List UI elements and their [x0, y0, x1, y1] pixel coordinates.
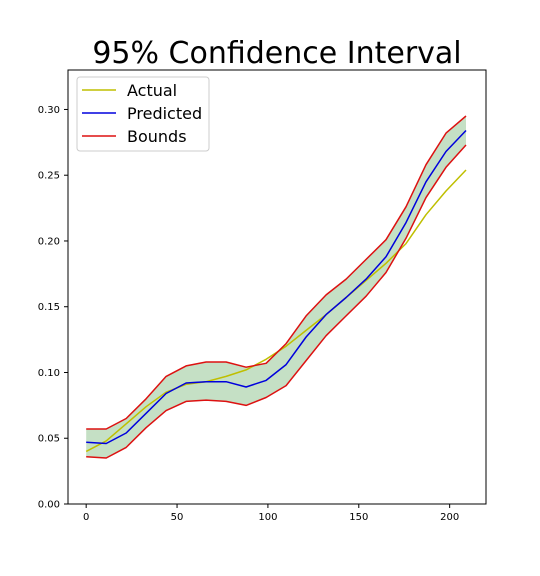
x-axis: 0 50 100 150 200: [83, 504, 459, 523]
plot-frame: [67, 69, 487, 505]
predicted-line: [86, 129, 467, 445]
legend-actual-label: Actual: [127, 81, 177, 100]
legend-bounds-label: Bounds: [127, 127, 187, 146]
x-tick-label: 150: [349, 512, 368, 523]
confidence-band: [86, 116, 466, 458]
lower-bound-line: [86, 144, 467, 459]
y-tick-label: 0.30: [38, 105, 60, 116]
y-tick-label: 0.20: [38, 236, 60, 247]
x-tick-label: 200: [440, 512, 459, 523]
legend-box: [76, 76, 210, 152]
y-tick-label: 0.15: [38, 302, 60, 313]
legend-predicted-label: Predicted: [127, 104, 202, 123]
y-tick-label: 0.00: [38, 500, 60, 511]
y-tick-label: 0.10: [38, 368, 60, 379]
series-lines-layer: [85, 115, 467, 459]
confidence-band-layer: [86, 116, 466, 458]
chart-title: 95% Confidence Interval: [92, 36, 461, 71]
x-tick-label: 50: [171, 512, 184, 523]
x-tick-label: 100: [258, 512, 277, 523]
upper-bound-line: [86, 115, 467, 430]
x-tick-label: 0: [83, 512, 89, 523]
legend: Actual Predicted Bounds: [76, 76, 210, 152]
y-axis: 0.00 0.05 0.10 0.15 0.20 0.25 0.30: [38, 105, 68, 511]
y-tick-label: 0.05: [38, 434, 60, 445]
y-tick-label: 0.25: [38, 171, 60, 182]
